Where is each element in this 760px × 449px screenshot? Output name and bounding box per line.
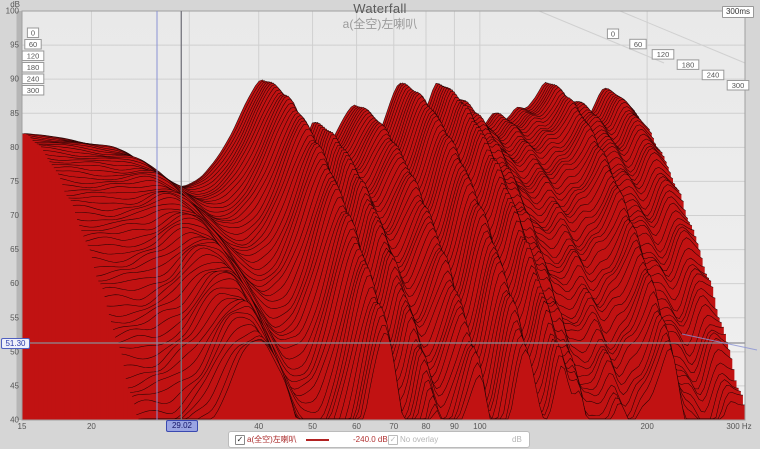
time-tick-left-box <box>21 73 45 84</box>
time-tick-right: 60 <box>634 40 642 49</box>
legend-bar: ✓ a(全空)左喇叭 -240.0 dB ✓ No overlay dB <box>228 431 530 448</box>
time-tick-right: 300 <box>732 81 745 90</box>
x-tick-label: 60 <box>352 422 361 431</box>
time-tick-right-box <box>701 69 725 81</box>
waterfall-slices <box>22 79 745 420</box>
y-tick-label: 75 <box>10 177 19 186</box>
y-tick-label: 85 <box>10 109 19 118</box>
trace-checkbox[interactable]: ✓ <box>235 435 245 445</box>
x-tick-label: 200 <box>640 422 654 431</box>
time-tick-left: 300 <box>27 86 40 95</box>
y-tick-label: 50 <box>10 347 19 356</box>
cursor-level-readout[interactable]: 51.30 <box>1 338 30 349</box>
time-tick-right-box <box>629 38 647 50</box>
time-tick-left-box <box>21 50 45 61</box>
y-tick-label: 65 <box>10 245 19 254</box>
x-tick-label: 300 Hz <box>726 422 751 431</box>
cursor-lines[interactable] <box>22 11 758 423</box>
time-window-badge: 300ms <box>721 6 754 18</box>
page-title: Waterfall <box>353 1 407 16</box>
no-overlay-label: No overlay <box>400 435 439 444</box>
x-tick-label: 50 <box>308 422 317 431</box>
time-tick-right-box <box>676 59 700 70</box>
time-tick-left-box <box>26 27 40 38</box>
x-tick-label: 80 <box>422 422 431 431</box>
time-tick-left: 240 <box>27 75 40 84</box>
x-tick-label: 90 <box>450 422 459 431</box>
time-tick-right: 0 <box>611 30 615 39</box>
y-tick-label: 55 <box>10 313 19 322</box>
y-tick-label: 45 <box>10 381 19 390</box>
x-tick-label: 15 <box>18 422 27 431</box>
time-tick-left: 120 <box>27 52 40 61</box>
trace-line-sample <box>306 439 329 441</box>
legend-unit-label: dB <box>512 435 522 444</box>
no-overlay-checkbox[interactable]: ✓ <box>388 435 398 445</box>
floor-level-label: -240.0 dB <box>353 435 388 444</box>
db-axis-unit: dB <box>10 0 20 9</box>
time-tick-right: 180 <box>682 60 695 69</box>
time-tick-right: 120 <box>657 50 670 59</box>
time-tick-left-box <box>21 62 45 73</box>
y-tick-label: 90 <box>10 75 19 84</box>
x-tick-label: 20 <box>87 422 96 431</box>
y-tick-label: 70 <box>10 211 19 220</box>
plot-border <box>21 10 746 421</box>
y-tick-label: 100 <box>6 7 20 16</box>
y-tick-label: 40 <box>10 416 19 425</box>
time-tick-right-box <box>651 49 675 60</box>
y-tick-label: 80 <box>10 143 19 152</box>
time-tick-left: 180 <box>27 63 40 72</box>
x-tick-label: 100 <box>473 422 487 431</box>
axis-wall <box>16 11 22 420</box>
cursor-frequency-readout[interactable]: 29.02 <box>166 420 198 432</box>
time-tick-left: 60 <box>29 40 37 49</box>
time-tick-right-box <box>726 80 750 91</box>
measurement-subtitle: a(全空)左喇叭 <box>342 17 418 31</box>
y-tick-label: 60 <box>10 279 19 288</box>
x-tick-label: 40 <box>254 422 263 431</box>
x-tick-label: 70 <box>389 422 398 431</box>
trace-label[interactable]: a(全空)左喇叭 <box>247 435 297 444</box>
y-tick-label: 95 <box>10 41 19 50</box>
time-tick-right-box <box>606 28 620 39</box>
time-tick-left: 0 <box>31 29 35 38</box>
time-tick-left-box <box>21 85 45 96</box>
time-tick-right: 240 <box>707 71 720 80</box>
time-tick-left-box <box>24 39 42 50</box>
